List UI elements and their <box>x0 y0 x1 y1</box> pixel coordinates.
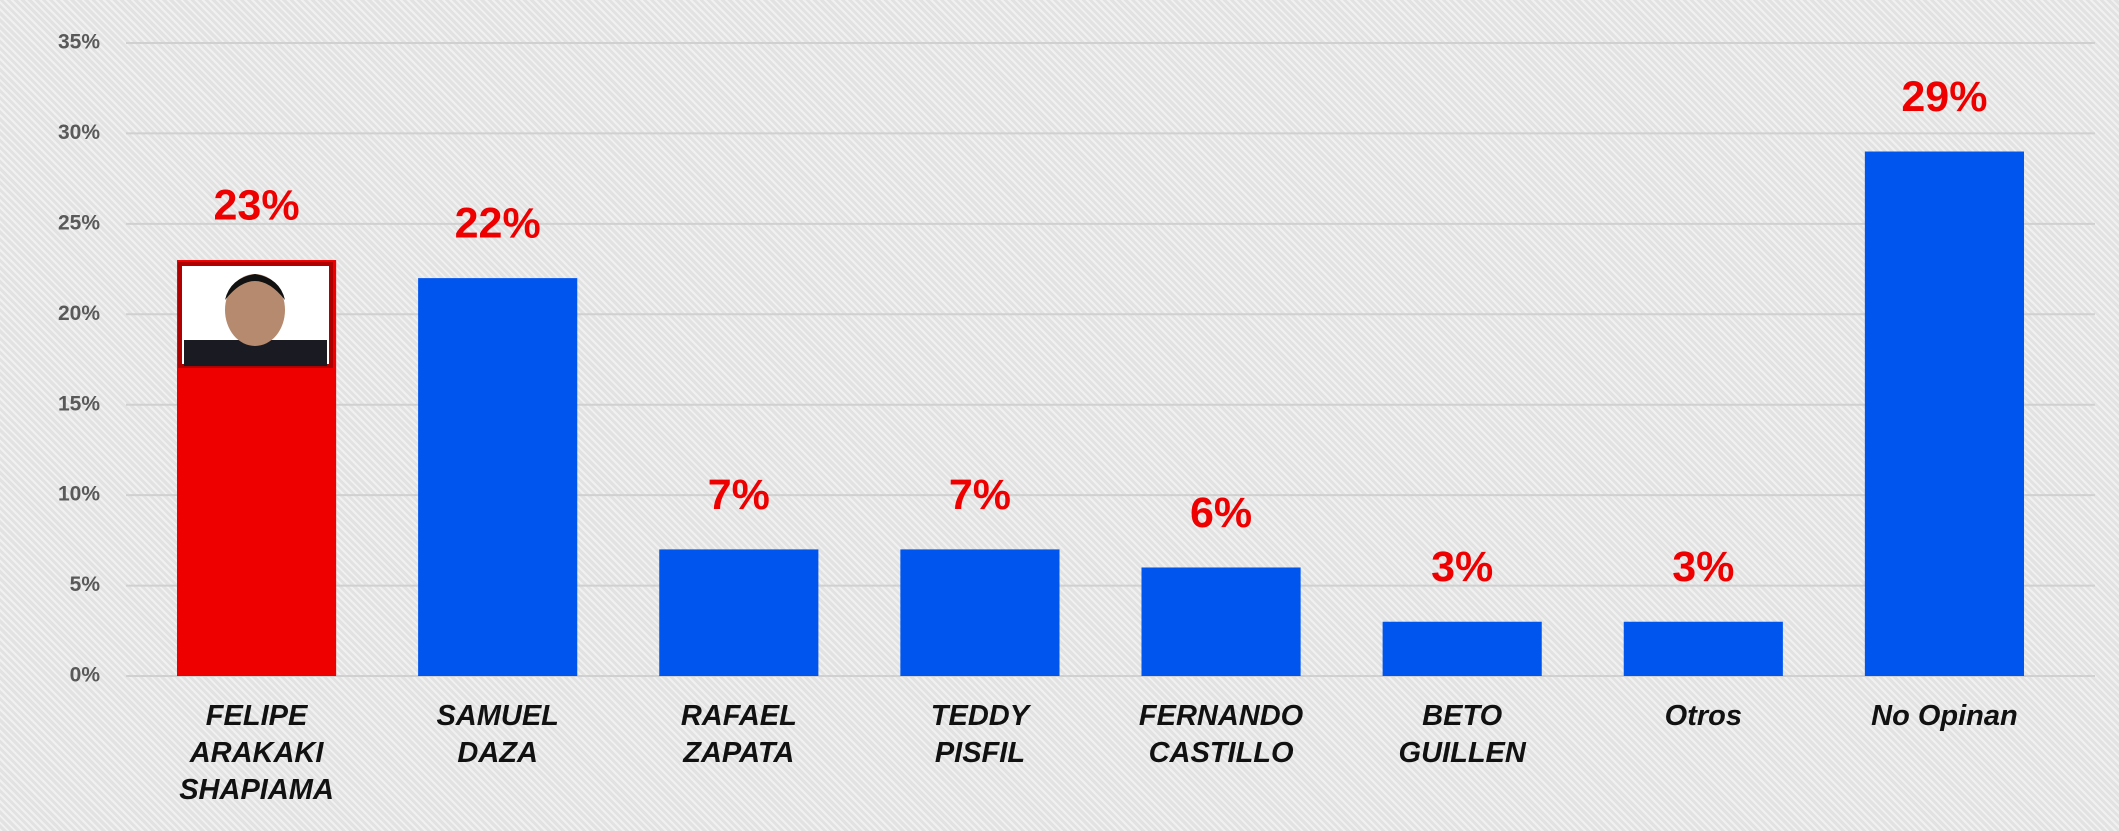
x-tick-label: BETO GUILLEN <box>1342 698 1582 772</box>
bar <box>1624 622 1783 676</box>
x-tick-label: Otros <box>1583 698 1823 735</box>
bar <box>1865 152 2024 676</box>
value-label: 29% <box>1901 73 1987 121</box>
x-tick-label: No Opinan <box>1824 698 2064 735</box>
x-tick-label: TEDDY PISFIL <box>860 698 1100 772</box>
y-tick-label: 35% <box>58 31 100 54</box>
x-tick-label: FERNANDO CASTILLO <box>1101 698 1341 772</box>
value-label: 7% <box>949 471 1011 519</box>
bar <box>659 549 818 676</box>
y-tick-label: 25% <box>58 211 100 234</box>
bar <box>1383 622 1542 676</box>
bar <box>418 278 577 676</box>
y-tick-label: 30% <box>58 121 100 144</box>
y-tick-label: 0% <box>70 664 101 687</box>
x-tick-label: FELIPE ARAKAKI SHAPIAMA <box>137 698 377 809</box>
value-label: 3% <box>1672 543 1734 591</box>
value-label: 23% <box>214 181 300 229</box>
x-tick-label: RAFAEL ZAPATA <box>619 698 859 772</box>
chart-page: 0% 5% 10% 15% 20% 25% 30% 35% 23% 22% 7% 7% 6% 3% 3% 29… <box>0 0 2119 831</box>
x-tick-label: SAMUEL DAZA <box>378 698 618 772</box>
bar <box>900 549 1059 676</box>
portrait <box>180 264 331 366</box>
value-label: 3% <box>1431 543 1493 591</box>
y-tick-label: 15% <box>58 392 100 415</box>
value-label: 7% <box>708 471 770 519</box>
value-label: 6% <box>1190 489 1252 537</box>
bar <box>1141 567 1300 676</box>
value-label: 22% <box>455 199 541 247</box>
y-tick-label: 5% <box>70 573 101 596</box>
y-tick-label: 20% <box>58 302 100 325</box>
y-tick-label: 10% <box>58 483 100 506</box>
